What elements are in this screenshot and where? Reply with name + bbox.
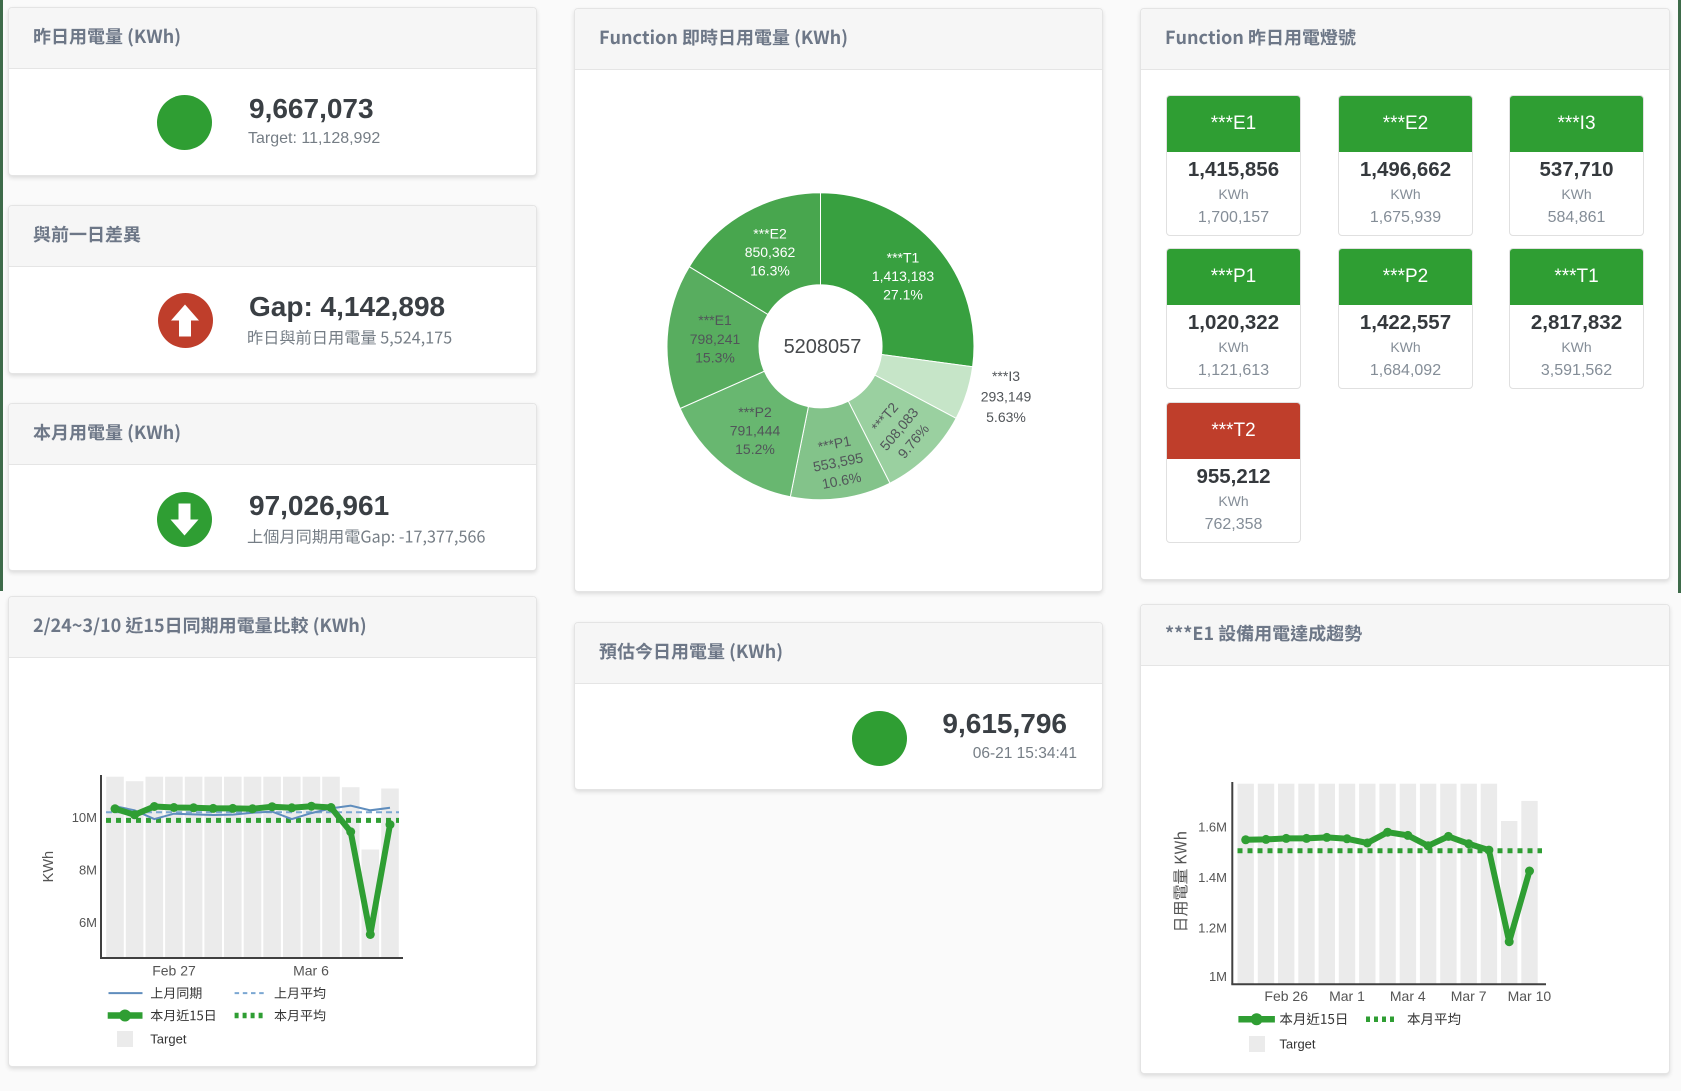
svg-text:Target: Target	[150, 1032, 187, 1047]
svg-text:1M: 1M	[1209, 969, 1227, 984]
svg-text:Mar 6: Mar 6	[293, 963, 329, 979]
svg-text:Mar 7: Mar 7	[1451, 988, 1487, 1004]
svg-text:KWh: KWh	[41, 851, 57, 882]
svg-text:1,413,183: 1,413,183	[872, 268, 934, 284]
svg-text:Mar 1: Mar 1	[1329, 988, 1365, 1004]
svg-text:1.2M: 1.2M	[1198, 920, 1227, 935]
svg-text:Feb 27: Feb 27	[152, 963, 196, 979]
svg-text:Target: Target	[1279, 1037, 1316, 1052]
svg-text:27.1%: 27.1%	[883, 287, 923, 303]
svg-text:Feb 26: Feb 26	[1264, 988, 1308, 1004]
svg-text:791,444: 791,444	[730, 423, 781, 439]
svg-text:***E2: ***E2	[753, 225, 787, 241]
svg-text:15.3%: 15.3%	[695, 350, 735, 366]
svg-text:5208057: 5208057	[784, 336, 862, 358]
svg-text:Mar 10: Mar 10	[1508, 988, 1552, 1004]
svg-text:6M: 6M	[79, 915, 97, 930]
svg-text:8M: 8M	[79, 862, 97, 877]
svg-text:1.4M: 1.4M	[1198, 870, 1227, 885]
svg-text:15.2%: 15.2%	[735, 441, 775, 457]
svg-text:293,149: 293,149	[981, 389, 1032, 405]
svg-text:Mar 4: Mar 4	[1390, 988, 1426, 1004]
svg-text:798,241: 798,241	[690, 331, 741, 347]
svg-text:850,362: 850,362	[745, 244, 796, 260]
svg-text:***T1: ***T1	[887, 249, 920, 265]
svg-text:***I3: ***I3	[992, 368, 1020, 384]
svg-text:***P2: ***P2	[738, 404, 772, 420]
svg-text:10.6%: 10.6%	[821, 469, 863, 492]
svg-text:1.6M: 1.6M	[1198, 819, 1227, 834]
svg-text:10M: 10M	[72, 810, 97, 825]
svg-text:***E1: ***E1	[698, 312, 732, 328]
svg-text:5.63%: 5.63%	[986, 409, 1026, 425]
svg-text:***P1: ***P1	[816, 433, 852, 455]
svg-text:16.3%: 16.3%	[750, 263, 790, 279]
